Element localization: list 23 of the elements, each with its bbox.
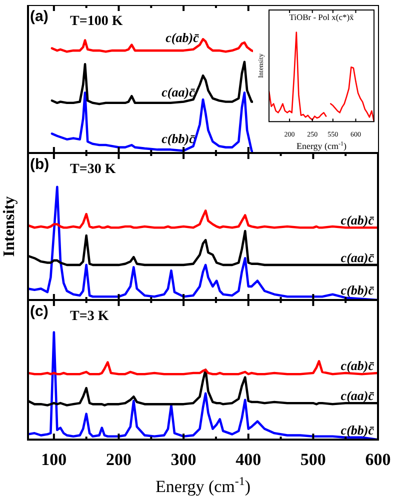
x-tick-label: 600 (365, 450, 391, 470)
series-label: c(bb)c̄ (340, 282, 375, 298)
series-label: c(ab)c̄ (340, 358, 375, 374)
series-label: c(ab)c̄ (166, 30, 200, 45)
chart-title: (b) (30, 156, 50, 173)
series-label: c(aa)c̄ (162, 84, 196, 100)
text: T=30 K (70, 162, 116, 177)
series-label: c(ab)c̄ (340, 212, 375, 228)
x-tick-label: 400 (236, 450, 262, 470)
x-tick-label: 300 (170, 450, 196, 470)
text: T=100 K (70, 14, 123, 29)
series-label: c(bb)c̄ (340, 422, 375, 438)
x-tick-label: 200 (106, 450, 132, 470)
chart-title: (a) (30, 8, 48, 25)
x-tick-label: 100 (41, 450, 67, 470)
series-label: c(aa)c̄ (340, 388, 375, 404)
text: T=3 K (70, 309, 109, 324)
chart-title: TiOBr - Pol x(c*)x̄ (289, 12, 355, 22)
y-axis-title: Intensity (1, 196, 18, 257)
series-label: c(aa)c̄ (340, 250, 375, 265)
chart-title: (c) (30, 303, 48, 320)
series-label: c(bb)c̄ (162, 131, 196, 146)
x-tick-label: 500 (300, 450, 326, 470)
